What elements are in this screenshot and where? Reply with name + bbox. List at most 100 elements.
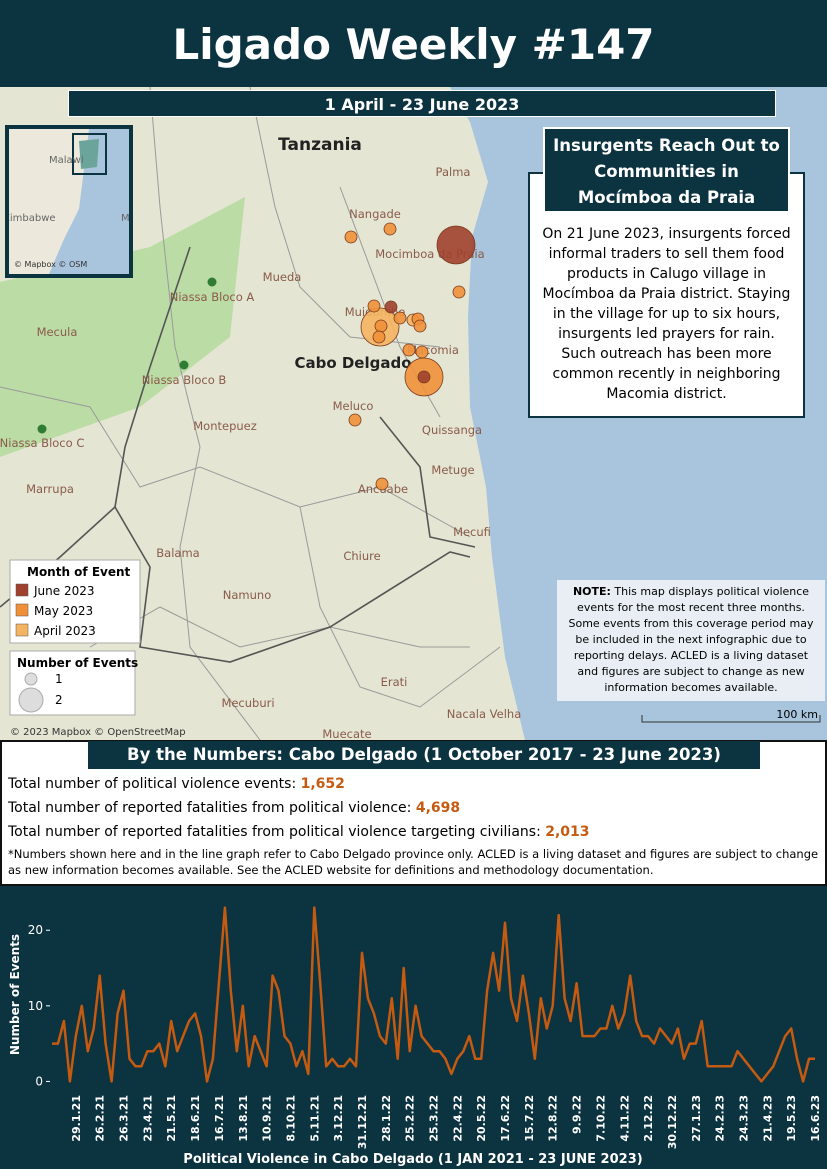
x-tick-label: 9.9.22 (571, 1095, 584, 1134)
x-tick-label: 21.5.21 (165, 1095, 178, 1142)
legend-box (9, 559, 141, 644)
header-title: Ligado Weekly #147 (0, 0, 827, 87)
line-chart: 0 10 20 Number of Events 29.1.21 26.2.21 26.3.… (8, 906, 822, 1167)
inset-highlight (72, 133, 107, 175)
event-marker (436, 225, 476, 265)
x-tick-label: 15.7.22 (523, 1095, 536, 1142)
footnote: *Numbers shown here and in the line grap… (8, 847, 819, 877)
event-marker (415, 345, 429, 359)
legend-label: May 2023 (34, 604, 93, 618)
event-marker (367, 299, 381, 313)
place-label: Palma (436, 165, 471, 179)
place-label: Niassa Bloco B (142, 373, 227, 387)
numbers-title: By the Numbers: Cabo Delgado (1 October … (88, 741, 760, 769)
data-line (52, 906, 815, 1083)
y-tick-label: 10 (28, 999, 43, 1013)
place-label: Mecufi (453, 525, 491, 539)
place-label: Mueda (263, 270, 302, 284)
place-label: Quissanga (422, 423, 482, 437)
y-tick-label: 20 (28, 923, 43, 937)
inset-attribution: © Mapbox © OSM (14, 260, 87, 269)
place-label: Chiure (343, 549, 380, 563)
stat-value: 4,698 (415, 800, 461, 816)
stat-label: Total number of reported fatalities from… (8, 800, 412, 816)
legend-swatch (15, 603, 29, 617)
inset-ocean (49, 129, 129, 274)
legend-label: June 2023 (33, 584, 95, 598)
x-tick-label: 24.3.23 (737, 1095, 750, 1142)
event-marker (372, 330, 386, 344)
inset-map: Malawi Zimbabwe M © Mapbox © OSM (9, 129, 129, 274)
note-text: This map displays political violence eve… (568, 585, 814, 694)
stat-label: Total number of reported fatalities from… (8, 824, 541, 840)
x-tick-label: 7.10.22 (594, 1095, 607, 1142)
park-icon (179, 360, 189, 370)
legend-size-label: 2 (55, 693, 63, 707)
stat: Total number of reported fatalities from… (8, 824, 590, 840)
legend-label: April 2023 (34, 624, 96, 638)
x-tick-label: 24.2.23 (714, 1095, 727, 1142)
x-tick-label: 29.1.21 (70, 1095, 83, 1142)
stat-label: Total number of political violence event… (8, 776, 297, 792)
event-marker (417, 370, 431, 384)
event-marker (452, 285, 466, 299)
legend-size (24, 672, 38, 686)
stat: Total number of political violence event… (8, 776, 345, 792)
place-label: Balama (156, 546, 199, 560)
note: NOTE: This map displays political violen… (557, 580, 825, 701)
border (299, 506, 501, 708)
y-axis-label: Number of Events (8, 934, 22, 1055)
park-icon (37, 424, 47, 434)
place-label: Mecuburi (221, 696, 274, 710)
place-label: Nangade (349, 207, 401, 221)
event-marker (374, 319, 388, 333)
legend-title: Number of Events (17, 656, 138, 670)
scale-bar (641, 715, 821, 723)
place-label: Marrupa (26, 482, 74, 496)
place-label: Meluco (333, 399, 374, 413)
x-tick-label: 8.10.21 (284, 1095, 297, 1142)
place-label: Namuno (223, 588, 271, 602)
callout-title: Insurgents Reach Out to Communities in M… (543, 127, 790, 213)
place-label: Cabo Delgado (294, 354, 411, 372)
place-label: Niassa Bloco C (0, 436, 84, 450)
x-tick-label: 28.1.22 (380, 1095, 393, 1142)
x-tick-label: 16.6.23 (809, 1095, 822, 1142)
note-label: NOTE: (572, 585, 611, 598)
x-tick-label: 18.6.21 (189, 1095, 202, 1142)
event-marker (375, 477, 389, 491)
border (89, 606, 470, 648)
place-label: Metuge (431, 463, 474, 477)
place-label: Tanzania (278, 135, 362, 155)
event-marker (348, 413, 362, 427)
x-tick-label: 22.4.22 (451, 1095, 464, 1142)
x-tick-label: 25.3.22 (428, 1095, 441, 1142)
place-label: Nacala Velha (447, 707, 522, 721)
x-tick-label: 10.9.21 (261, 1095, 274, 1142)
border (149, 87, 261, 740)
event-marker (402, 343, 416, 357)
x-axis-label: Political Violence in Cabo Delgado (1 JA… (183, 1152, 642, 1167)
event-marker (413, 319, 427, 333)
park-icon (207, 277, 217, 287)
place-label: Muecate (322, 727, 371, 740)
x-tick-label: 19.5.23 (785, 1095, 798, 1142)
x-tick-label: 27.1.23 (690, 1095, 703, 1142)
stat: Total number of reported fatalities from… (8, 800, 460, 816)
x-tick-label: 21.4.23 (761, 1095, 774, 1142)
x-tick-label: 25.2.22 (404, 1095, 417, 1142)
x-tick-label: 31.12.21 (356, 1095, 369, 1149)
x-tick-label: 23.4.21 (141, 1095, 154, 1142)
park (0, 197, 245, 457)
legend-title: Month of Event (27, 565, 131, 579)
x-tick-label: 2.12.22 (642, 1095, 655, 1142)
y-tick-label: 0 (35, 1074, 43, 1088)
x-tick-label: 3.12.21 (332, 1095, 345, 1142)
stat-value: 1,652 (300, 776, 345, 792)
x-tick-label: 12.8.22 (547, 1095, 560, 1142)
event-marker (344, 230, 358, 244)
legend-swatch (15, 583, 29, 597)
x-tick-label: 30.12.22 (666, 1095, 679, 1149)
x-tick-label: 26.2.21 (94, 1095, 107, 1142)
